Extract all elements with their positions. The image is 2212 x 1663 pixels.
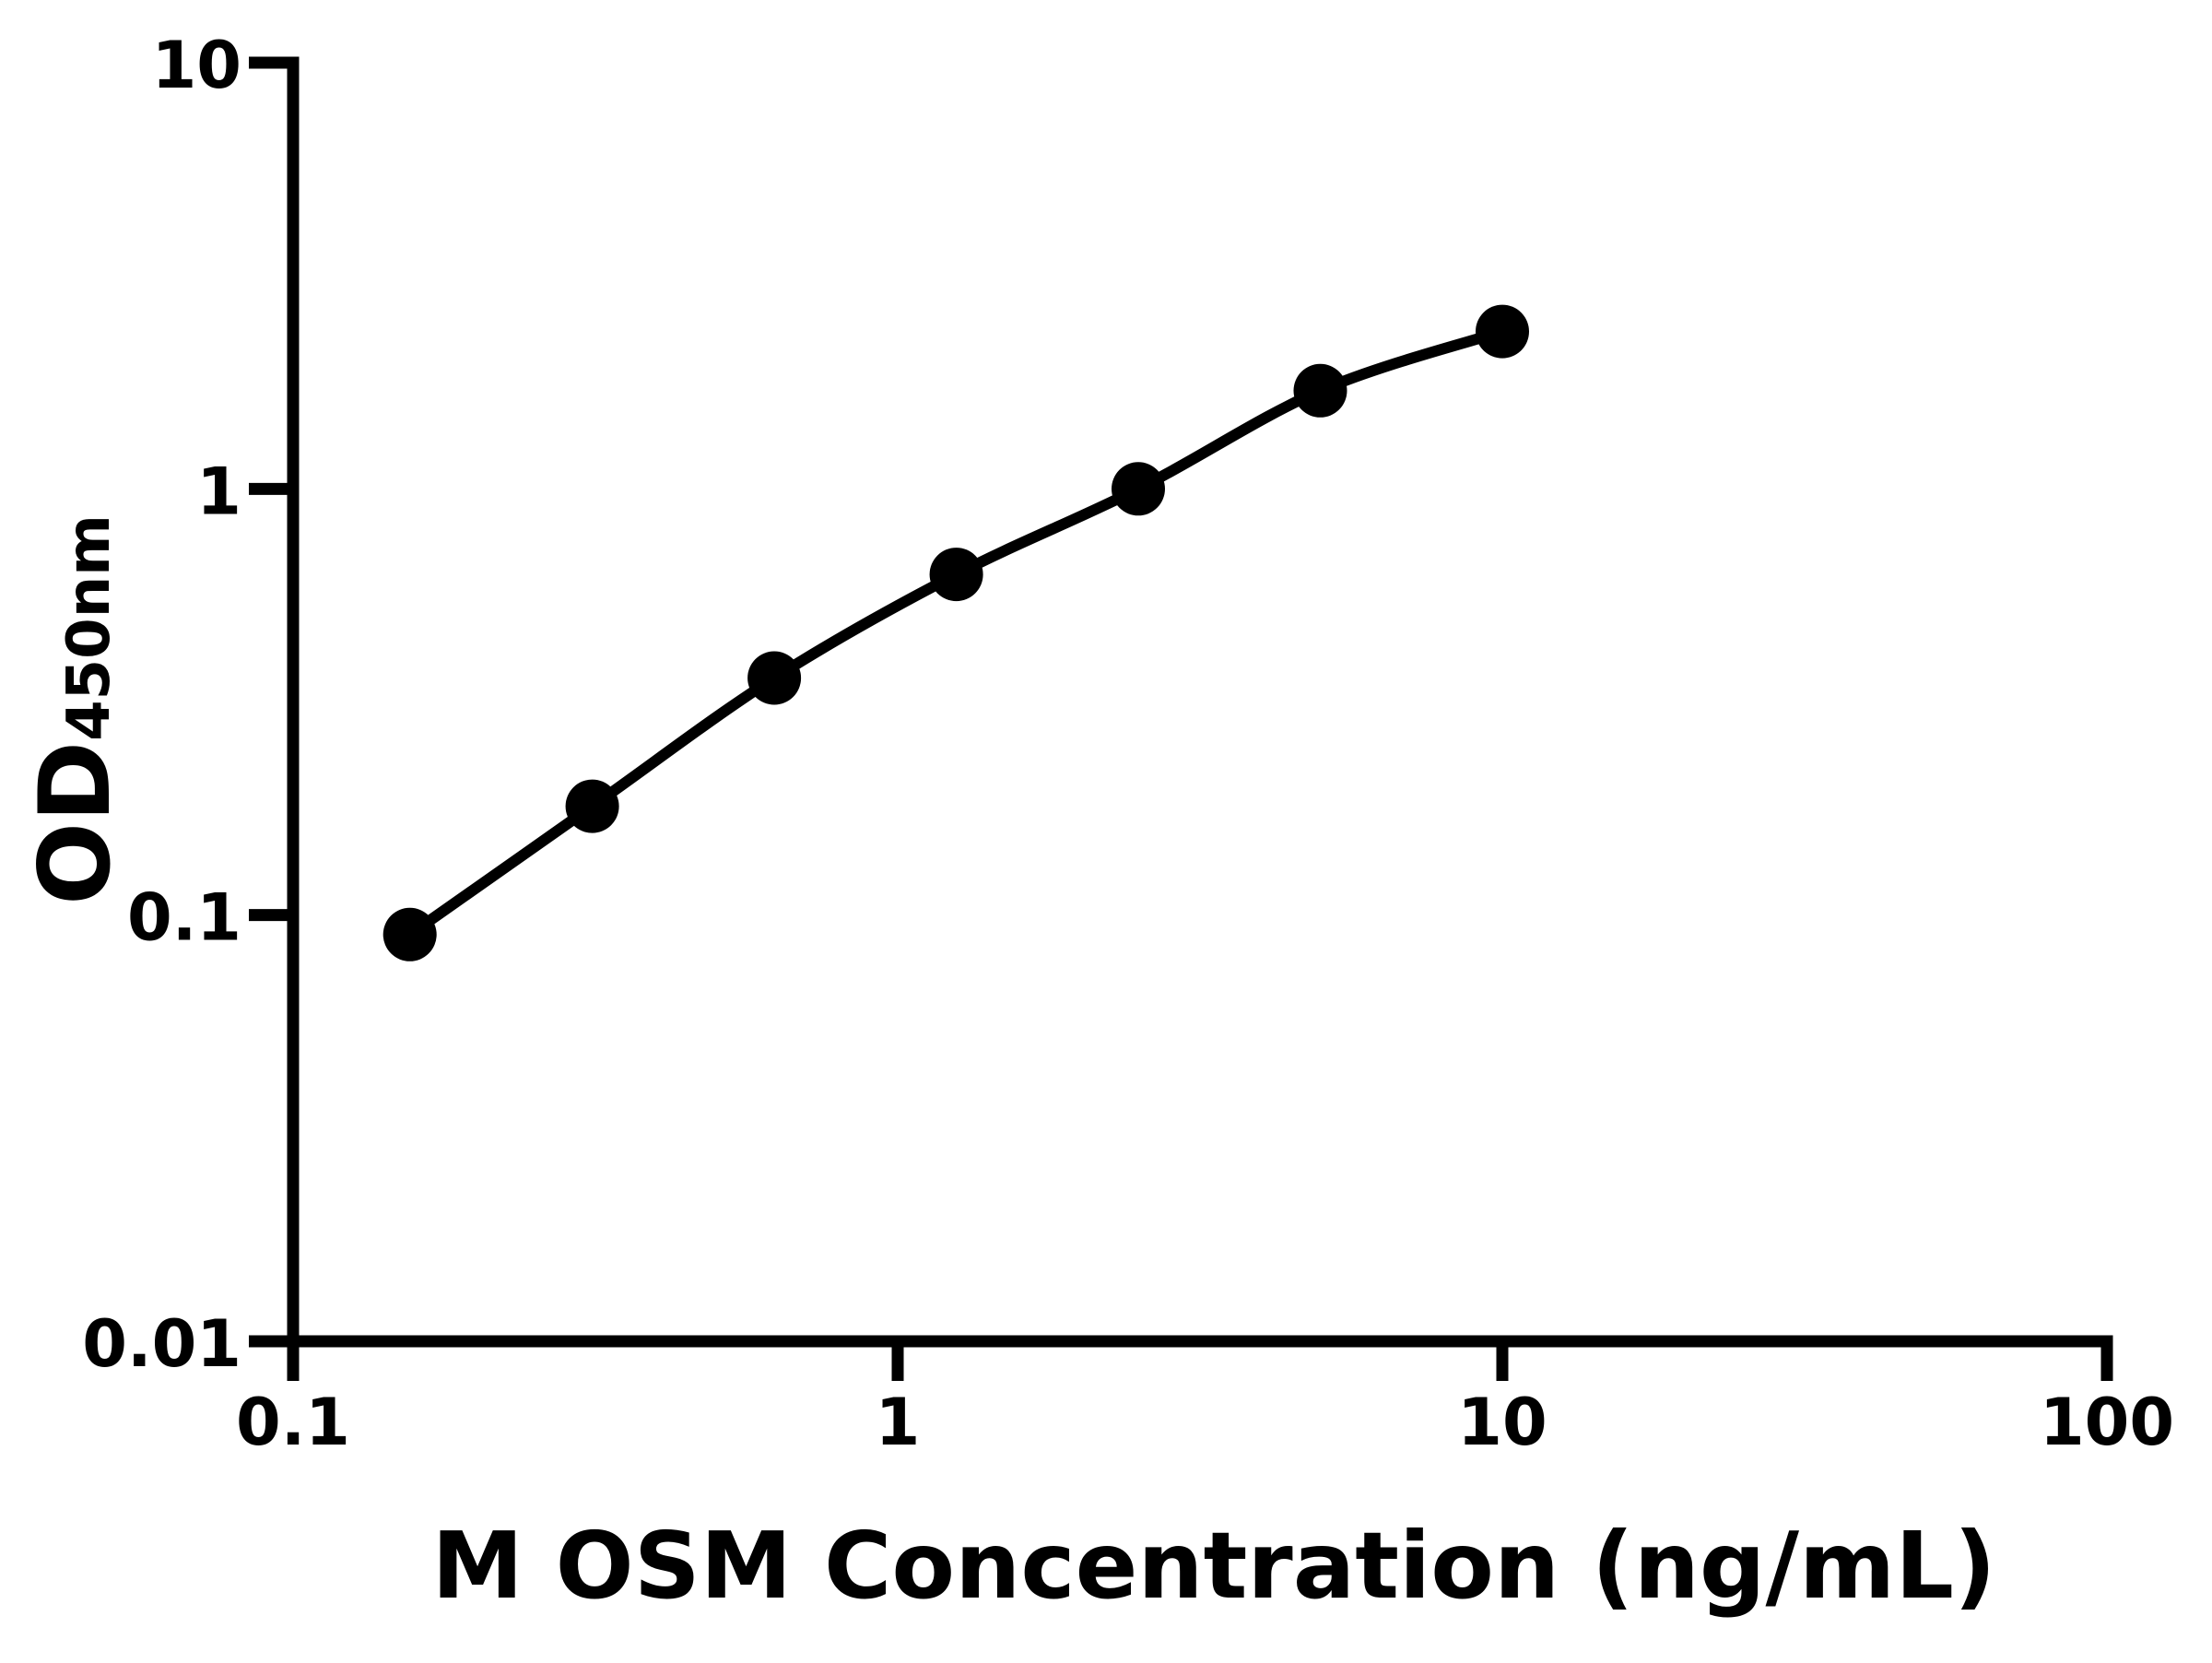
- x-tick-label: 10: [1457, 1385, 1547, 1460]
- x-tick-label: 0.1: [236, 1385, 350, 1460]
- y-tick-label: 1: [196, 454, 241, 529]
- y-tick-label: 10: [152, 28, 241, 103]
- data-point: [382, 907, 437, 961]
- x-axis-title: M OSM Concentration (ng/mL): [431, 1512, 1995, 1620]
- y-tick-label: 0.1: [127, 880, 241, 956]
- data-point: [1112, 462, 1165, 516]
- data-point: [1293, 363, 1347, 418]
- data-point: [1476, 304, 1529, 359]
- y-axis-title-main: OD: [18, 741, 132, 905]
- y-axis-title-sub: 450nm: [55, 514, 124, 741]
- y-tick-label: 0.01: [82, 1306, 241, 1382]
- x-tick-label: 1: [876, 1385, 921, 1460]
- data-point: [929, 548, 983, 602]
- x-tick-label: 100: [2040, 1385, 2174, 1460]
- y-axis-title: OD450nm: [18, 514, 132, 905]
- fitted-curve: [406, 325, 1504, 939]
- data-point: [747, 651, 802, 705]
- data-point: [565, 779, 619, 833]
